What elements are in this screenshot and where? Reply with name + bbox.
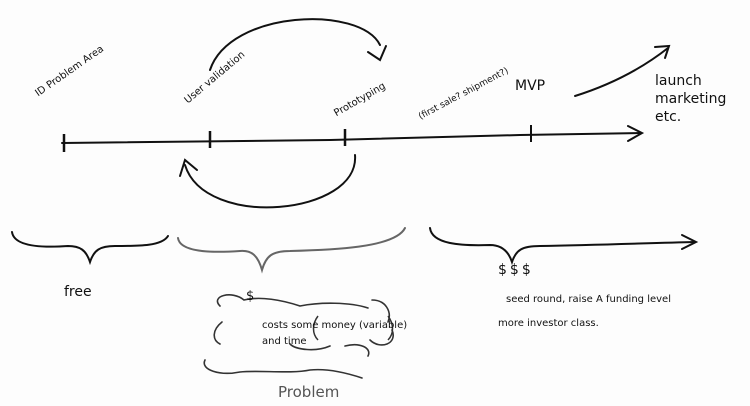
- problem-caption: Problem: [278, 384, 339, 401]
- label-mvp: MVP: [515, 78, 545, 94]
- loop-arrow-upper-head: [368, 46, 386, 60]
- funding-brace: [430, 228, 695, 262]
- label-launch-line2: marketing: [655, 90, 726, 108]
- problem-cost-line1: costs some money (variable): [262, 320, 407, 332]
- label-launch: launch marketing etc.: [655, 72, 726, 127]
- funding-line2: more investor class.: [498, 318, 599, 330]
- free-brace: [12, 232, 168, 262]
- funding-dollar-signs: $$$: [498, 262, 534, 278]
- funding-line1: seed round, raise A funding level: [506, 294, 671, 306]
- label-free: free: [64, 284, 92, 300]
- timeline-axis: [62, 133, 640, 143]
- label-launch-line1: launch: [655, 72, 726, 90]
- problem-cost-line2: and time: [262, 336, 307, 348]
- problem-dollar-sign: $: [246, 290, 254, 305]
- label-launch-line3: etc.: [655, 108, 726, 126]
- loop-arrow-lower: [185, 155, 355, 207]
- problem-brace: [178, 228, 405, 270]
